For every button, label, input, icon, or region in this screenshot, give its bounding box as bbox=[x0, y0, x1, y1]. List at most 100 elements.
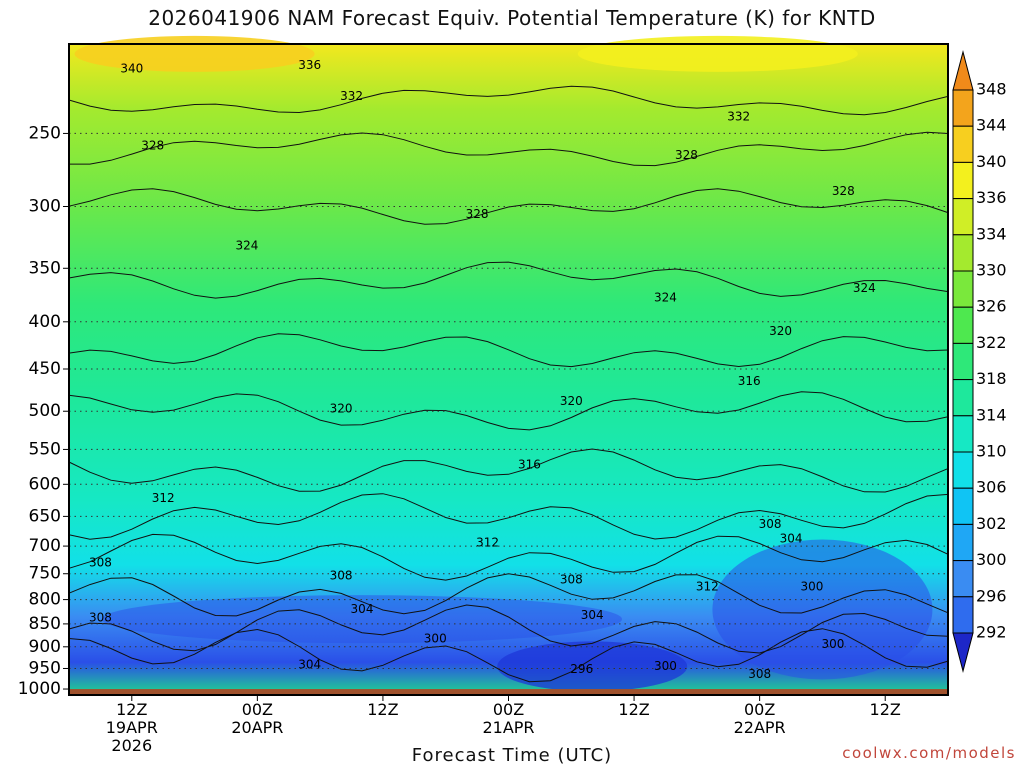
chart-title: 2026041906 NAM Forecast Equiv. Potential… bbox=[148, 6, 876, 30]
x-tick-label: 12Z bbox=[367, 700, 398, 719]
y-tick-label: 400 bbox=[29, 312, 61, 332]
colorbar-label: 318 bbox=[976, 369, 1007, 388]
contour-line bbox=[68, 628, 949, 683]
contour-line bbox=[68, 333, 949, 368]
x-axis-title: Forecast Time (UTC) bbox=[411, 745, 613, 766]
y-tick-label: 500 bbox=[29, 401, 61, 421]
x-tick-label: 20APR bbox=[231, 718, 283, 737]
y-tick-label: 750 bbox=[29, 564, 61, 584]
colorbar-bin bbox=[952, 379, 974, 417]
contour-label: 320 bbox=[769, 324, 792, 338]
y-tick-label: 800 bbox=[29, 590, 61, 610]
cool-region bbox=[712, 539, 933, 680]
colorbar-label: 292 bbox=[976, 623, 1007, 642]
contour-label: 320 bbox=[560, 394, 583, 408]
contour-label: 312 bbox=[152, 491, 175, 505]
colorbar-label: 302 bbox=[976, 514, 1007, 533]
field-layer bbox=[69, 35, 948, 695]
contour-label: 296 bbox=[570, 662, 593, 676]
colorbar-bin bbox=[952, 125, 974, 163]
x-tick-label: 12Z bbox=[116, 700, 147, 719]
colorbar-label: 322 bbox=[976, 333, 1007, 352]
contour-label: 328 bbox=[832, 184, 855, 198]
y-tick-label: 250 bbox=[29, 123, 61, 143]
contour-label: 328 bbox=[466, 207, 489, 221]
watermark: coolwx.com/models bbox=[842, 744, 1016, 762]
contour-line bbox=[68, 261, 949, 299]
colorbar-label: 326 bbox=[976, 297, 1007, 316]
contour-line bbox=[68, 493, 949, 540]
y-tick-label: 900 bbox=[29, 637, 61, 657]
contour-label: 304 bbox=[581, 608, 604, 622]
contour-label: 328 bbox=[675, 148, 698, 162]
y-axis: 250 300 350 400 450 500 550 600 650 700 750 800 850 9… bbox=[18, 123, 69, 699]
contour-label: 304 bbox=[780, 532, 803, 546]
contour-label: 304 bbox=[351, 602, 374, 616]
colorbar-label: 306 bbox=[976, 478, 1007, 497]
y-tick-label: 650 bbox=[29, 506, 61, 526]
x-tick-label: 19APR bbox=[106, 718, 158, 737]
contour-label: 312 bbox=[696, 579, 719, 593]
colorbar-bin bbox=[952, 596, 974, 634]
colorbar-bin bbox=[952, 234, 974, 272]
colorbar-bin bbox=[952, 523, 974, 562]
contour-label: 300 bbox=[424, 632, 447, 646]
colorbar-label: 344 bbox=[976, 116, 1007, 135]
contour-label: 324 bbox=[853, 281, 876, 295]
contour-label: 320 bbox=[330, 401, 353, 415]
contour-label: 324 bbox=[235, 238, 258, 252]
ground-bar bbox=[69, 689, 948, 695]
colorbar-bin bbox=[952, 487, 974, 525]
y-tick-label: 350 bbox=[29, 258, 61, 278]
contour-label: 328 bbox=[141, 139, 164, 153]
contour-label: 312 bbox=[476, 536, 499, 550]
contour-label: 332 bbox=[727, 110, 750, 124]
x-tick-label: 2026 bbox=[111, 736, 152, 755]
contour-line bbox=[68, 391, 949, 431]
colorbar-bin bbox=[952, 270, 974, 308]
contour-label: 308 bbox=[748, 667, 771, 681]
grid-layer bbox=[69, 132, 948, 669]
y-tick-label: 300 bbox=[29, 197, 61, 217]
x-tick-label: 00Z bbox=[242, 700, 273, 719]
contour-line bbox=[69, 131, 949, 167]
warm-cap-left bbox=[74, 35, 315, 72]
colorbar-label: 348 bbox=[976, 80, 1007, 99]
colorbar-label: 336 bbox=[976, 188, 1007, 207]
colorbar-bin bbox=[952, 415, 974, 453]
contour-label: 308 bbox=[759, 517, 782, 531]
x-tick-label: 00Z bbox=[744, 700, 775, 719]
contour-line bbox=[68, 448, 949, 493]
contour-label: 336 bbox=[298, 58, 321, 72]
x-tick-label: 21APR bbox=[482, 718, 534, 737]
contour-line bbox=[68, 604, 949, 654]
contour-label: 300 bbox=[801, 579, 824, 593]
colorbar-label: 310 bbox=[976, 442, 1007, 461]
warm-cap-right bbox=[577, 35, 858, 72]
contour-label: 300 bbox=[821, 637, 844, 651]
colorbar-bin bbox=[952, 198, 974, 236]
contour-label: 308 bbox=[330, 568, 353, 582]
colorbar-label: 330 bbox=[976, 261, 1007, 280]
colorbar-label: 314 bbox=[976, 405, 1007, 424]
colorbar-bin bbox=[952, 306, 974, 344]
y-tick-label: 550 bbox=[29, 439, 61, 459]
colorbar-under-arrow bbox=[952, 632, 974, 673]
contour-label: 340 bbox=[120, 62, 143, 76]
contour-label: 308 bbox=[560, 573, 583, 587]
contour-line bbox=[68, 573, 949, 617]
x-tick-label: 12Z bbox=[618, 700, 649, 719]
y-tick-label: 1000 bbox=[18, 679, 61, 699]
y-tick-label: 600 bbox=[29, 474, 61, 494]
colorbar-bin bbox=[952, 161, 974, 200]
cold-pool bbox=[497, 641, 688, 692]
colorbar-bin bbox=[952, 451, 974, 489]
cool-band bbox=[102, 595, 622, 644]
colorbar: 348 344 340 336 334 330 326 322 318 314 310 306 302 3… bbox=[952, 50, 1007, 673]
contour-label-layer: 340 336 332 332 328 328 328 328 324 324 324 320 316 3… bbox=[89, 58, 876, 681]
colorbar-label: 340 bbox=[976, 152, 1007, 171]
colorbar-label: 300 bbox=[976, 550, 1007, 569]
y-tick-label: 450 bbox=[29, 359, 61, 379]
contour-label: 300 bbox=[654, 659, 677, 673]
